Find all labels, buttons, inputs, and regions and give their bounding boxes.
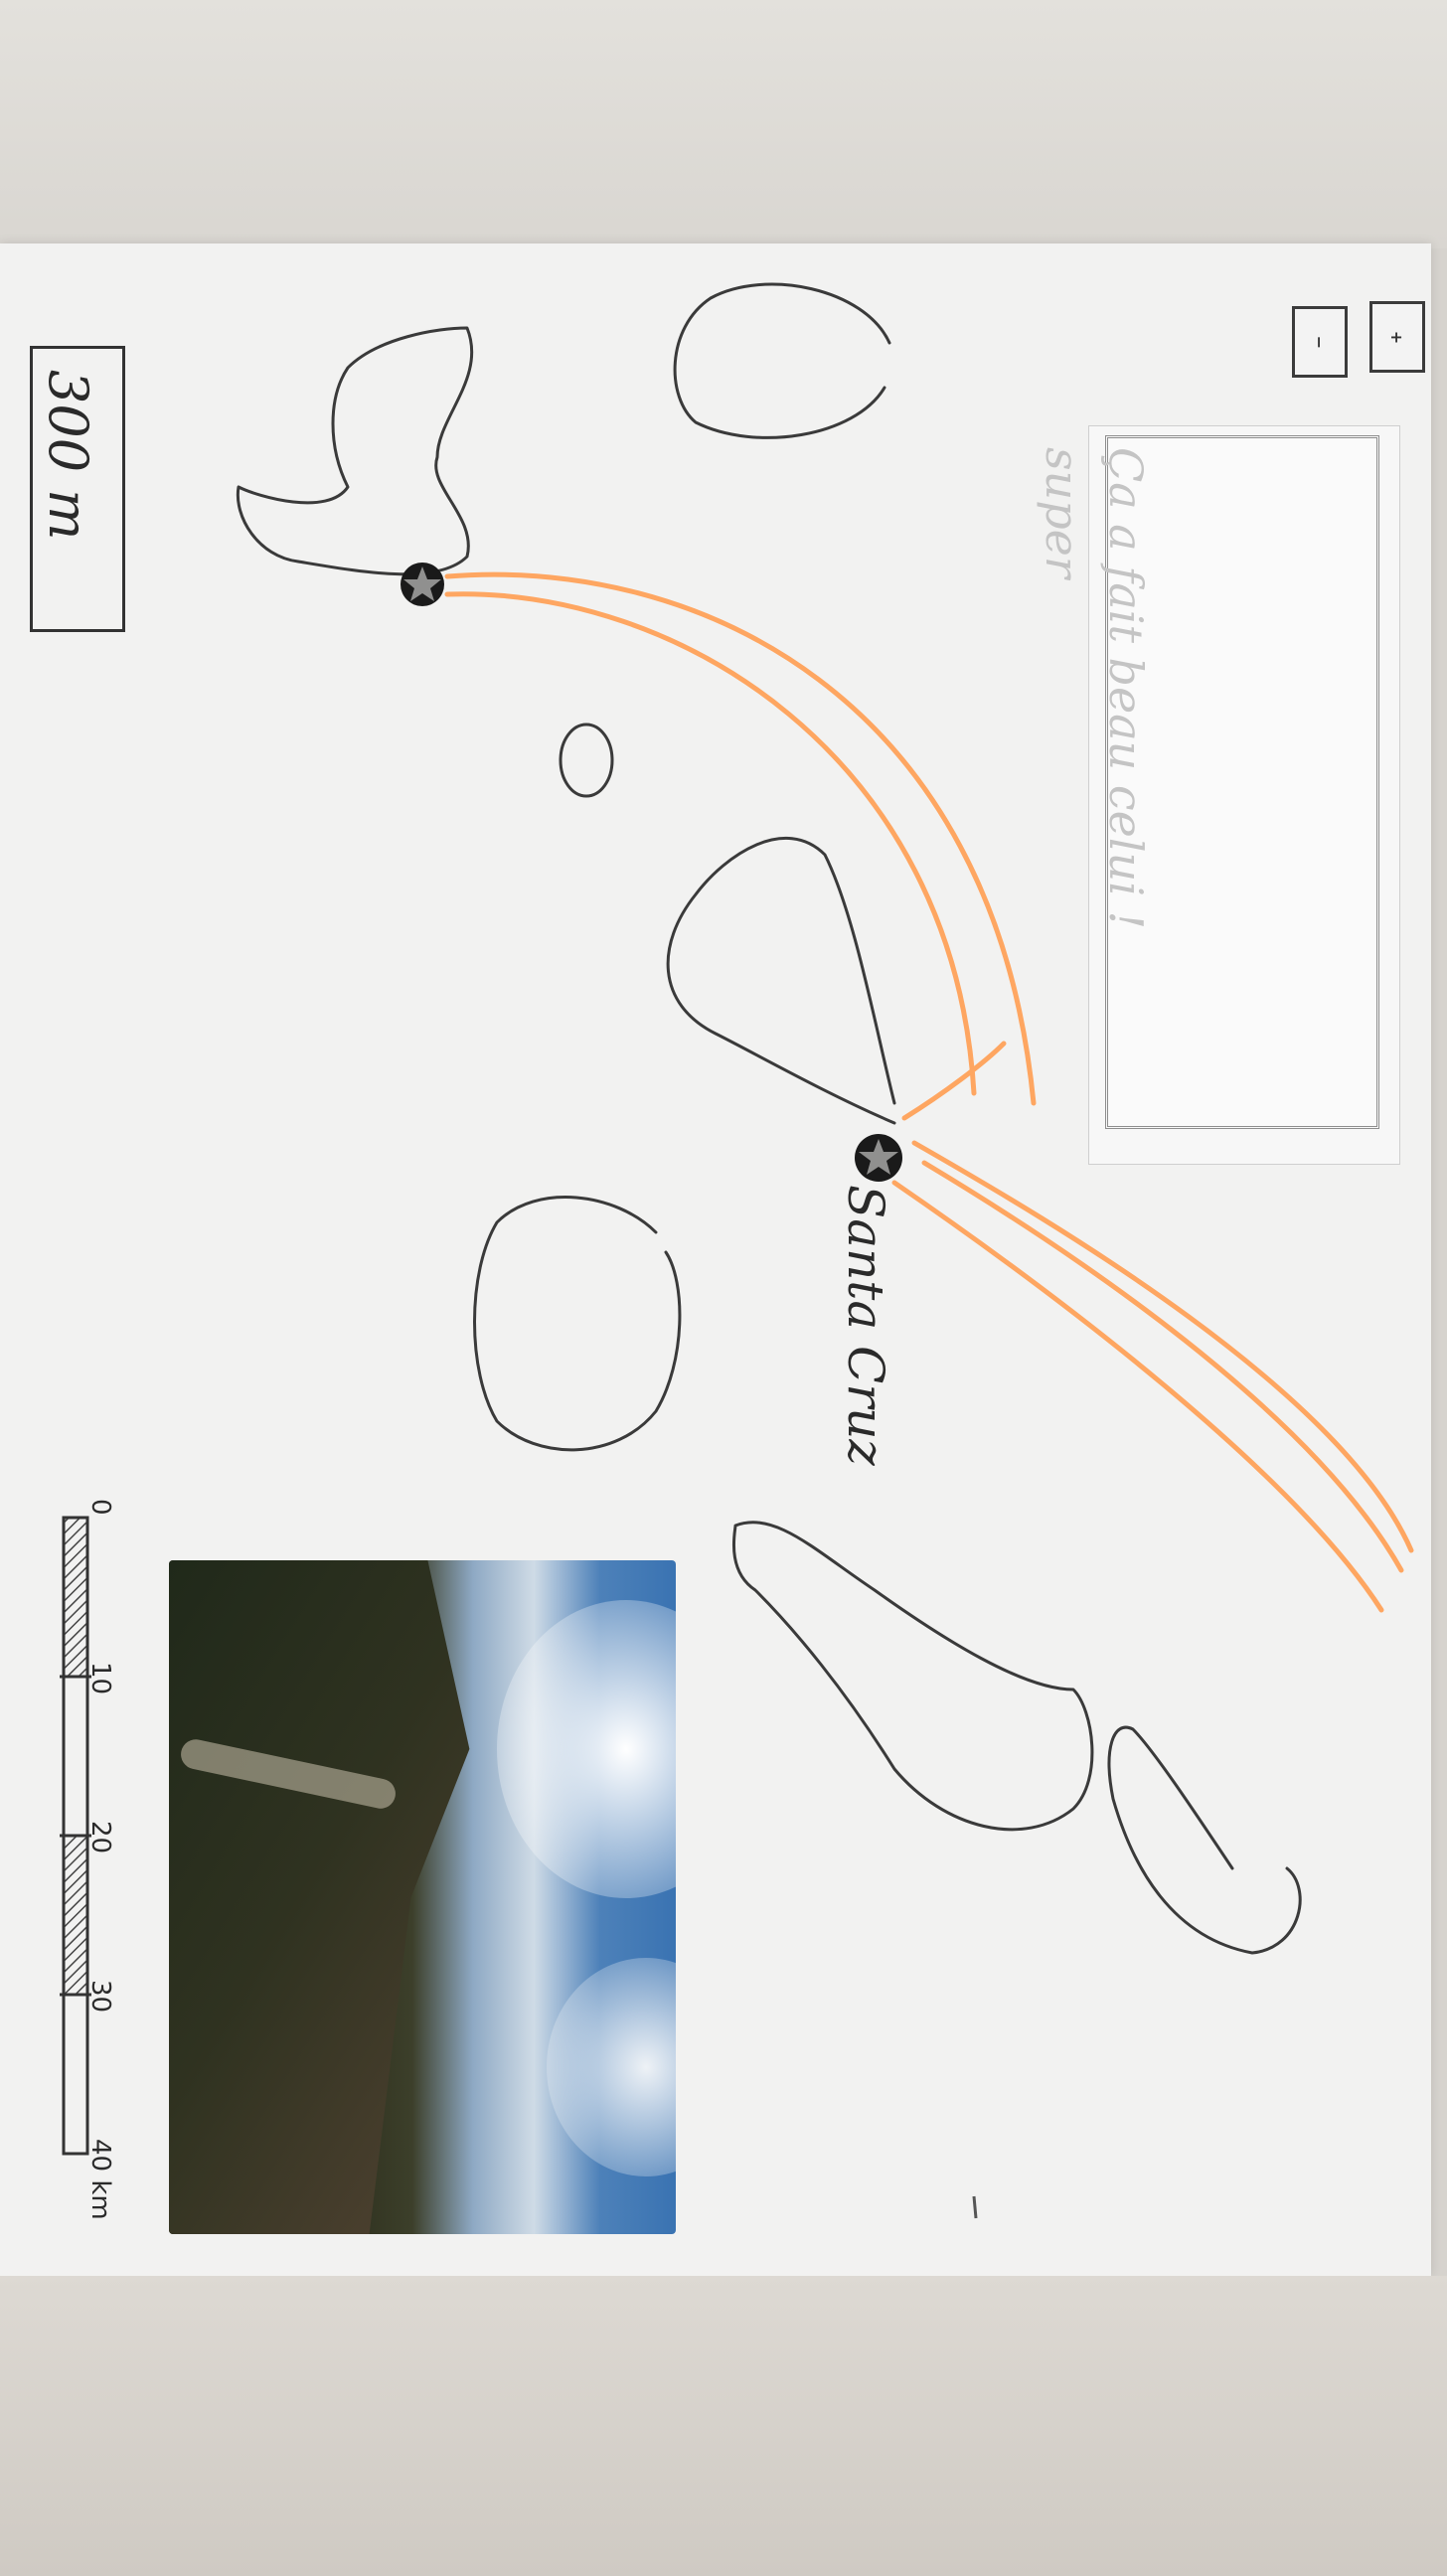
zoom-in-label: + (1387, 330, 1407, 344)
islet-small (559, 723, 614, 798)
island-fuerteventura (1107, 1725, 1302, 1955)
scale-tick-label: 0 (85, 1499, 115, 1516)
zoom-out-label: − (1310, 335, 1330, 349)
scale-tick-label: 10 (85, 1662, 115, 1695)
info-card-frame (1105, 435, 1379, 1129)
zoom-in-button[interactable]: + (1369, 301, 1425, 373)
scale-bar (60, 1516, 91, 2156)
info-text-line: Ça a fait beau celui ! (1099, 447, 1153, 930)
scale-tick-label: 40 km (85, 2139, 115, 2220)
island-north (236, 326, 474, 576)
background-wall-bottom (0, 2276, 1447, 2576)
place-label-santa-cruz: Santa Cruz (837, 1185, 894, 1466)
island-tenerife (666, 836, 896, 1125)
distance-text: 300 m (37, 370, 99, 541)
background-wall-top (0, 0, 1447, 248)
star-marker-icon[interactable] (401, 563, 444, 606)
info-text-line: super (1036, 447, 1089, 578)
distance-indicator (30, 346, 125, 632)
island-gran-canaria (731, 1521, 1094, 1832)
landscape-photo[interactable] (169, 1560, 676, 2234)
scale-tick-label: 30 (85, 1980, 115, 2013)
island-north-west (673, 282, 891, 439)
zoom-out-button[interactable]: − (1292, 306, 1348, 378)
star-marker-icon[interactable] (855, 1134, 902, 1182)
island-circle-center (473, 1196, 682, 1452)
pencil-mark (972, 2195, 978, 2219)
scale-tick-label: 20 (85, 1821, 115, 1854)
flight-routes (444, 571, 1414, 1613)
